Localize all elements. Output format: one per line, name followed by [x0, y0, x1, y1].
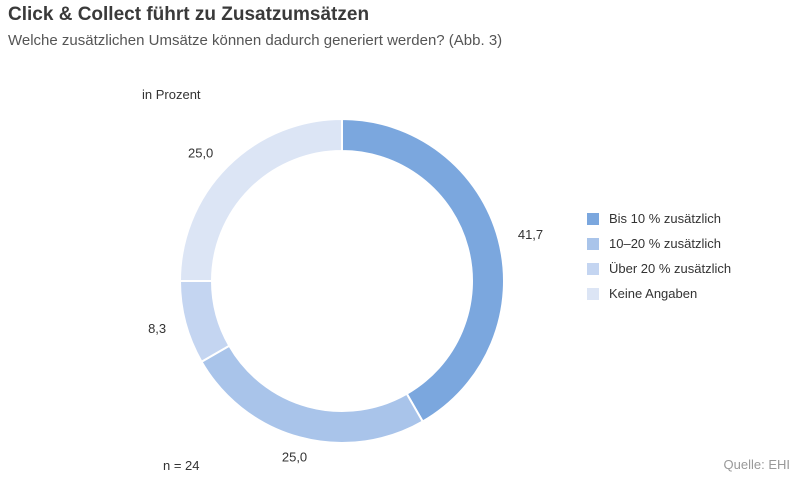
legend-label: 10–20 % zusätzlich	[609, 236, 722, 251]
legend-item: 10–20 % zusätzlich	[587, 231, 731, 256]
legend-swatch	[587, 262, 599, 275]
unit-label: in Prozent	[142, 87, 201, 102]
donut-slice	[200, 344, 425, 444]
chart-title: Click & Collect führt zu Zusatzumsätzen	[8, 4, 370, 25]
legend-item: Keine Angaben	[587, 281, 731, 306]
data-label: 41,7	[518, 227, 543, 242]
data-label: 25,0	[188, 145, 213, 160]
legend-label: Keine Angaben	[609, 286, 698, 301]
sample-size-label: n = 24	[163, 458, 200, 473]
legend-swatch	[587, 237, 599, 250]
donut-slice	[178, 117, 343, 282]
source-label: Quelle: EHI	[723, 457, 790, 472]
legend-swatch	[587, 287, 599, 300]
chart-legend: Bis 10 % zusätzlich 10–20 % zusätzlich Ü…	[587, 206, 731, 306]
legend-item: Bis 10 % zusätzlich	[587, 206, 731, 231]
legend-item: Über 20 % zusätzlich	[587, 256, 731, 281]
legend-swatch	[587, 212, 599, 225]
donut-slice	[341, 117, 505, 423]
donut-slice	[178, 280, 231, 364]
chart-subtitle: Welche zusätzlichen Umsätze können dadur…	[8, 32, 503, 49]
legend-label: Bis 10 % zusätzlich	[609, 211, 721, 226]
data-label: 25,0	[282, 450, 307, 465]
legend-label: Über 20 % zusätzlich	[609, 261, 732, 276]
data-label: 8,3	[148, 321, 166, 336]
